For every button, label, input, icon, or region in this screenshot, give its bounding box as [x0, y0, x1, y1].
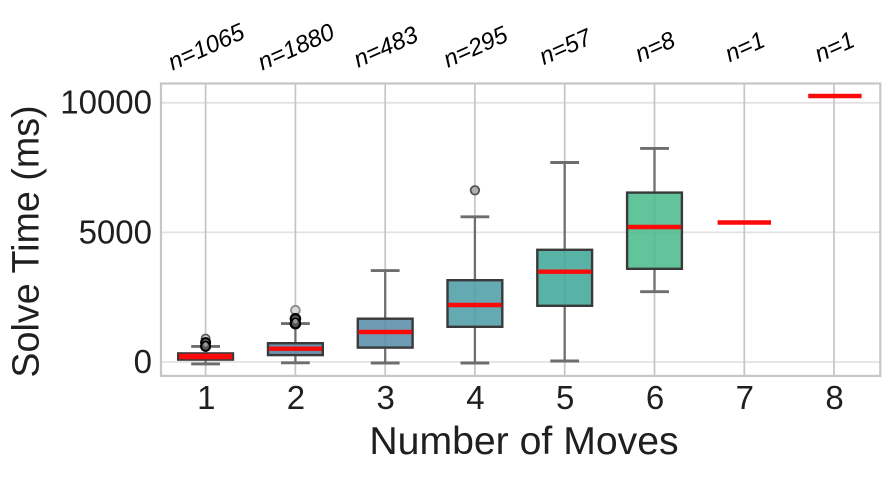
svg-text:Number of Moves: Number of Moves [369, 420, 678, 463]
svg-text:5: 5 [556, 379, 574, 416]
svg-text:0: 0 [134, 343, 152, 380]
svg-text:7: 7 [736, 379, 754, 416]
svg-text:4: 4 [466, 379, 484, 416]
svg-text:3: 3 [377, 379, 395, 416]
svg-text:1: 1 [197, 379, 215, 416]
svg-text:2: 2 [287, 379, 305, 416]
svg-text:10000: 10000 [60, 84, 152, 121]
svg-text:Solve Time (ms): Solve Time (ms) [5, 105, 47, 377]
svg-text:6: 6 [646, 379, 664, 416]
svg-text:8: 8 [825, 379, 843, 416]
svg-text:5000: 5000 [79, 213, 152, 250]
